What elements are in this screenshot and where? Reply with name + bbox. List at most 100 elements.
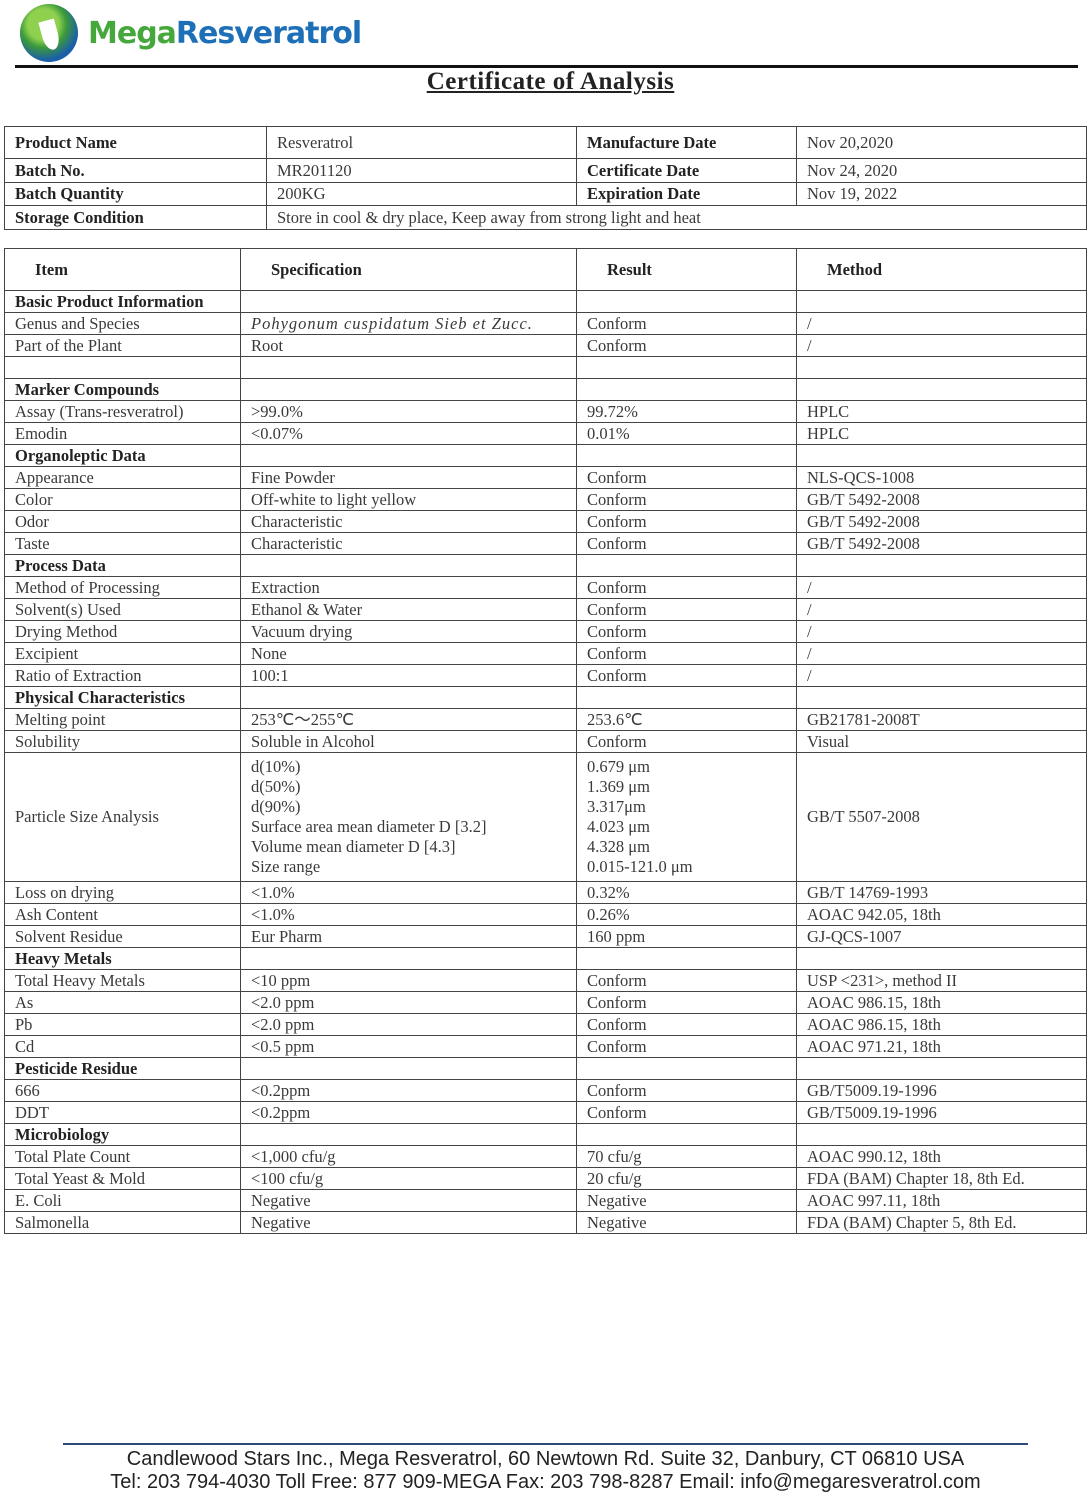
table-row: Part of the Plant Root Conform /	[4, 334, 1087, 357]
specification: Root	[240, 334, 577, 357]
empty-cell	[240, 1057, 577, 1080]
item: Pb	[4, 1013, 241, 1036]
empty-cell	[796, 947, 1087, 970]
method: GB/T 5492-2008	[796, 510, 1087, 533]
empty-cell	[796, 554, 1087, 577]
result: 0.32%	[576, 881, 797, 904]
specification: <0.2ppm	[240, 1079, 577, 1102]
specification: <1.0%	[240, 903, 577, 926]
section-title: Organoleptic Data	[4, 444, 241, 467]
section-row: Pesticide Residue	[4, 1057, 1087, 1080]
info-value: Resveratrol	[266, 126, 577, 159]
section-title: Heavy Metals	[4, 947, 241, 970]
table-row: Total Heavy Metals <10 ppm Conform USP <231…	[4, 969, 1087, 992]
footer-divider	[63, 1443, 1028, 1445]
table-row: Solvent(s) Used Ethanol & Water Conform /	[4, 598, 1087, 621]
section-row: Heavy Metals	[4, 947, 1087, 970]
method: GB/T 5492-2008	[796, 532, 1087, 555]
result: Conform	[576, 991, 797, 1014]
header-divider	[15, 65, 1078, 68]
method: GJ-QCS-1007	[796, 925, 1087, 948]
specification: >99.0%	[240, 400, 577, 423]
result: Negative	[576, 1189, 797, 1212]
result-line: 3.317μm	[587, 797, 646, 816]
section-row: Microbiology	[4, 1123, 1087, 1146]
item: Assay (Trans-resveratrol)	[4, 400, 241, 423]
table-row: Ash Content <1.0% 0.26% AOAC 942.05, 18th	[4, 903, 1087, 926]
table-row: Excipient None Conform /	[4, 642, 1087, 665]
method: /	[796, 642, 1087, 665]
specification-line: d(90%)	[251, 797, 301, 816]
table-row: Total Yeast & Mold <100 cfu/g 20 cfu/g FDA …	[4, 1167, 1087, 1190]
table-row: Loss on drying <1.0% 0.32% GB/T 14769-1993	[4, 881, 1087, 904]
specification: Pohygonum cuspidatum Sieb et Zucc.	[240, 312, 577, 335]
info-label: Expiration Date	[576, 182, 797, 206]
footer-contact: Tel: 203 794-4030 Toll Free: 877 909-MEG…	[110, 1471, 981, 1493]
result: Conform	[576, 598, 797, 621]
specification: <2.0 ppm	[240, 1013, 577, 1036]
empty-cell	[576, 444, 797, 467]
column-header: Result	[576, 248, 797, 291]
product-info-table: Product Name Resveratrol Manufacture Date N…	[4, 126, 1087, 230]
section-row: Organoleptic Data	[4, 444, 1087, 467]
footer-address: Candlewood Stars Inc., Mega Resveratrol,…	[126, 1448, 965, 1470]
section-row: Physical Characteristics	[4, 686, 1087, 709]
result: Conform	[576, 576, 797, 599]
table-row: Salmonella Negative Negative FDA (BAM) Chap…	[4, 1211, 1087, 1234]
specification: Negative	[240, 1211, 577, 1234]
item: Ash Content	[4, 903, 241, 926]
item: As	[4, 991, 241, 1014]
empty-cell	[796, 290, 1087, 313]
empty-cell	[576, 290, 797, 313]
item: Color	[4, 488, 241, 511]
method: AOAC 986.15, 18th	[796, 1013, 1087, 1036]
method: FDA (BAM) Chapter 5, 8th Ed.	[796, 1211, 1087, 1234]
item: Odor	[4, 510, 241, 533]
empty-cell	[240, 947, 577, 970]
document-title: Certificate of Analysis	[426, 68, 675, 95]
item: Part of the Plant	[4, 334, 241, 357]
item: Ratio of Extraction	[4, 664, 241, 687]
method: NLS-QCS-1008	[796, 466, 1087, 489]
section-title: Pesticide Residue	[4, 1057, 241, 1080]
method: /	[796, 598, 1087, 621]
table-row: Taste Characteristic Conform GB/T 5492-2008	[4, 532, 1087, 555]
result: 0.26%	[576, 903, 797, 926]
method: AOAC 990.12, 18th	[796, 1145, 1087, 1168]
method: AOAC 997.11, 18th	[796, 1189, 1087, 1212]
section-row: Process Data	[4, 554, 1087, 577]
table-row	[4, 356, 1087, 379]
method: AOAC 971.21, 18th	[796, 1035, 1087, 1058]
result: Conform	[576, 488, 797, 511]
specification-line: d(50%)	[251, 777, 301, 796]
specification: Characteristic	[240, 510, 577, 533]
table-row: Method of Processing Extraction Conform /	[4, 576, 1087, 599]
info-row: Storage Condition Store in cool & dry pla…	[4, 205, 1087, 230]
result: 99.72%	[576, 400, 797, 423]
item: Excipient	[4, 642, 241, 665]
section-title: Physical Characteristics	[4, 686, 241, 709]
specification-line: Volume mean diameter D [4.3]	[251, 837, 456, 856]
analysis-table: Item Specification Result Method Basic Produ…	[4, 248, 1087, 1234]
table-row: Solubility Soluble in Alcohol Conform Visua…	[4, 730, 1087, 753]
item: Drying Method	[4, 620, 241, 643]
method: USP <231>, method II	[796, 969, 1087, 992]
specification-line: Surface area mean diameter D [3.2]	[251, 817, 487, 836]
specification: 100:1	[240, 664, 577, 687]
table-row: E. Coli Negative Negative AOAC 997.11, 18th	[4, 1189, 1087, 1212]
item: Total Plate Count	[4, 1145, 241, 1168]
method: GB/T 5492-2008	[796, 488, 1087, 511]
method: HPLC	[796, 422, 1087, 445]
table-row: 666 <0.2ppm Conform GB/T5009.19-1996	[4, 1079, 1087, 1102]
method: AOAC 942.05, 18th	[796, 903, 1087, 926]
item: Salmonella	[4, 1211, 241, 1234]
info-value: Store in cool & dry place, Keep away fro…	[266, 205, 1087, 230]
method: /	[796, 334, 1087, 357]
item: Total Yeast & Mold	[4, 1167, 241, 1190]
result: Conform	[576, 1079, 797, 1102]
info-label: Certificate Date	[576, 158, 797, 183]
specification: <2.0 ppm	[240, 991, 577, 1014]
result-line: 4.023 μm	[587, 817, 650, 836]
table-row: Cd <0.5 ppm Conform AOAC 971.21, 18th	[4, 1035, 1087, 1058]
empty-cell	[796, 1057, 1087, 1080]
